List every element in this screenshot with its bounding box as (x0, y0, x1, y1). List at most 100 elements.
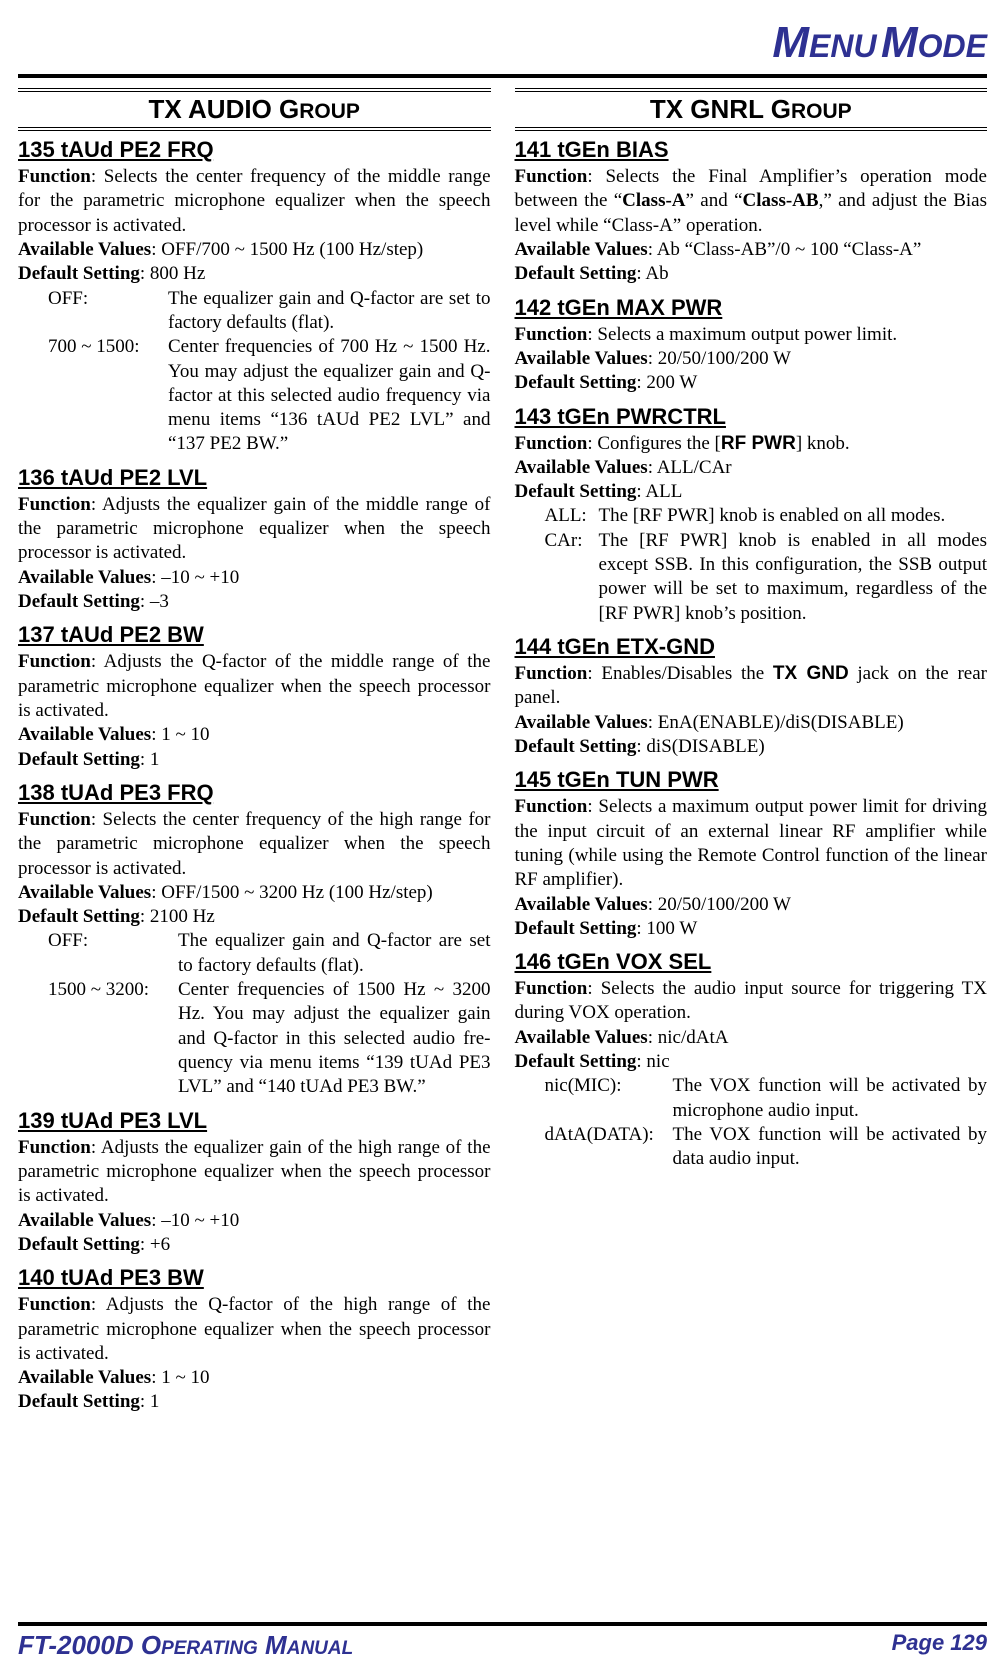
menu-item: 143 tGEn PWRCTRLFunction: Configures the… (515, 404, 988, 627)
menu-item-line: Default Setting: 2100 Hz (18, 905, 491, 929)
menu-item-title: 143 tGEn PWRCTRL (515, 404, 988, 430)
definition-list: ALL:The [RF PWR] knob is enabled on all … (515, 504, 988, 626)
menu-item-title: 137 tAUd PE2 BW (18, 622, 491, 648)
menu-item: 138 tUAd PE3 FRQFunction: Selects the ce… (18, 780, 491, 1100)
menu-item-title: 139 tUAd PE3 LVL (18, 1108, 491, 1134)
header-rest2: ODE (918, 28, 987, 64)
menu-item-line: Available Values: EnA(ENABLE)/diS(DISABL… (515, 711, 988, 735)
definition-desc: The equalizer gain and Q-factor are set … (168, 287, 491, 336)
group-title: TX GNRL GROUP (515, 88, 988, 131)
menu-item-line: Function: Selects the center frequency o… (18, 808, 491, 881)
menu-item-line: Function: Configures the [RF PWR] knob. (515, 432, 988, 456)
definition-list: OFF:The equalizer gain and Q-factor are … (18, 929, 491, 1099)
menu-item-line: Available Values: 1 ~ 10 (18, 723, 491, 747)
menu-item-line: Default Setting: 100 W (515, 917, 988, 941)
definition-row: CAr:The [RF PWR] knob is enabled in all … (545, 529, 988, 626)
definition-row: 1500 ~ 3200:Center frequencies of 1500 H… (48, 978, 491, 1100)
menu-item-line: Available Values: 1 ~ 10 (18, 1366, 491, 1390)
page-footer: FT-2000D OPERATING MANUAL Page 129 (18, 1622, 987, 1661)
menu-item-line: Default Setting: nic (515, 1050, 988, 1074)
definition-desc: The VOX function will be activated by da… (673, 1123, 988, 1172)
menu-item-line: Function: Adjusts the equalizer gain of … (18, 493, 491, 566)
menu-item-line: Default Setting: 1 (18, 748, 491, 772)
definition-list: nic(MIC):The VOX function will be activa… (515, 1074, 988, 1171)
menu-item: 136 tAUd PE2 LVLFunction: Adjusts the eq… (18, 465, 491, 615)
menu-item: 140 tUAd PE3 BWFunction: Adjusts the Q-f… (18, 1265, 491, 1415)
menu-item-line: Available Values: OFF/700 ~ 1500 Hz (100… (18, 238, 491, 262)
menu-item-title: 141 tGEn BIAS (515, 137, 988, 163)
menu-item-line: Default Setting: 200 W (515, 371, 988, 395)
menu-item-line: Function: Selects a maximum output power… (515, 323, 988, 347)
definition-term: dAtA(DATA): (545, 1123, 673, 1172)
menu-item-line: Function: Enables/Disables the TX GND ja… (515, 662, 988, 711)
definition-term: OFF: (48, 287, 168, 336)
menu-item: 141 tGEn BIASFunction: Selects the Final… (515, 137, 988, 287)
menu-item-title: 136 tAUd PE2 LVL (18, 465, 491, 491)
header-cap2: M (881, 18, 918, 67)
header-rule (18, 74, 987, 78)
right-column: TX GNRL GROUP141 tGEn BIASFunction: Sele… (515, 88, 988, 1423)
menu-item: 135 tAUd PE2 FRQFunction: Selects the ce… (18, 137, 491, 457)
definition-desc: The equalizer gain and Q-factor are set … (178, 929, 491, 978)
menu-item-line: Default Setting: 800 Hz (18, 262, 491, 286)
menu-item: 145 tGEn TUN PWRFunction: Selects a maxi… (515, 767, 988, 941)
menu-item: 146 tGEn VOX SELFunction: Selects the au… (515, 949, 988, 1172)
menu-item: 142 tGEn MAX PWRFunction: Selects a maxi… (515, 295, 988, 396)
menu-item-title: 144 tGEn ETX-GND (515, 634, 988, 660)
page-header: MENU MODE (18, 18, 987, 68)
menu-item-line: Function: Selects the audio input source… (515, 977, 988, 1026)
menu-item-line: Available Values: 20/50/100/200 W (515, 893, 988, 917)
definition-row: 700 ~ 1500:Center frequencies of 700 Hz … (48, 335, 491, 457)
menu-item-line: Available Values: ALL/CAr (515, 456, 988, 480)
definition-row: ALL:The [RF PWR] knob is enabled on all … (545, 504, 988, 528)
menu-item-line: Function: Selects a maximum output power… (515, 795, 988, 892)
menu-item-line: Default Setting: ALL (515, 480, 988, 504)
definition-desc: The VOX function will be activated by mi… (673, 1074, 988, 1123)
menu-item-title: 145 tGEn TUN PWR (515, 767, 988, 793)
menu-item-line: Available Values: 20/50/100/200 W (515, 347, 988, 371)
menu-item-line: Default Setting: diS(DISABLE) (515, 735, 988, 759)
menu-item-title: 135 tAUd PE2 FRQ (18, 137, 491, 163)
definition-row: dAtA(DATA):The VOX function will be acti… (545, 1123, 988, 1172)
definition-term: 1500 ~ 3200: (48, 978, 178, 1100)
menu-item-title: 140 tUAd PE3 BW (18, 1265, 491, 1291)
menu-item: 137 tAUd PE2 BWFunction: Adjusts the Q-f… (18, 622, 491, 772)
menu-item-line: Available Values: –10 ~ +10 (18, 1209, 491, 1233)
definition-term: OFF: (48, 929, 178, 978)
menu-item-line: Default Setting: 1 (18, 1390, 491, 1414)
definition-term: nic(MIC): (545, 1074, 673, 1123)
menu-item-title: 138 tUAd PE3 FRQ (18, 780, 491, 806)
menu-item-line: Available Values: OFF/1500 ~ 3200 Hz (10… (18, 881, 491, 905)
menu-item-line: Default Setting: –3 (18, 590, 491, 614)
menu-item-title: 146 tGEn VOX SEL (515, 949, 988, 975)
menu-item-title: 142 tGEn MAX PWR (515, 295, 988, 321)
menu-item-line: Available Values: –10 ~ +10 (18, 566, 491, 590)
definition-desc: Center frequencies of 1500 Hz ~ 3200 Hz.… (178, 978, 491, 1100)
definition-desc: The [RF PWR] knob is enabled in all mode… (599, 529, 988, 626)
menu-item-line: Function: Adjusts the equalizer gain of … (18, 1136, 491, 1209)
definition-desc: The [RF PWR] knob is enabled on all mode… (599, 504, 988, 528)
menu-item-line: Function: Adjusts the Q-factor of the hi… (18, 1293, 491, 1366)
definition-term: ALL: (545, 504, 599, 528)
menu-item-line: Function: Adjusts the Q-factor of the mi… (18, 650, 491, 723)
content-columns: TX AUDIO GROUP135 tAUd PE2 FRQFunction: … (18, 88, 987, 1423)
footer-rule (18, 1622, 987, 1626)
menu-item: 139 tUAd PE3 LVLFunction: Adjusts the eq… (18, 1108, 491, 1258)
menu-item-line: Default Setting: +6 (18, 1233, 491, 1257)
definition-list: OFF:The equalizer gain and Q-factor are … (18, 287, 491, 457)
left-column: TX AUDIO GROUP135 tAUd PE2 FRQFunction: … (18, 88, 491, 1423)
definition-row: OFF:The equalizer gain and Q-factor are … (48, 287, 491, 336)
definition-term: 700 ~ 1500: (48, 335, 168, 457)
header-rest1: ENU (809, 28, 877, 64)
definition-row: nic(MIC):The VOX function will be activa… (545, 1074, 988, 1123)
menu-item-line: Available Values: nic/dAtA (515, 1026, 988, 1050)
definition-term: CAr: (545, 529, 599, 626)
definition-desc: Center frequencies of 700 Hz ~ 1500 Hz. … (168, 335, 491, 457)
menu-item: 144 tGEn ETX-GNDFunction: Enables/Disabl… (515, 634, 988, 759)
menu-item-line: Available Values: Ab “Class-AB”/0 ~ 100 … (515, 238, 988, 262)
menu-item-line: Default Setting: Ab (515, 262, 988, 286)
footer-page-number: Page 129 (892, 1630, 987, 1661)
definition-row: OFF:The equalizer gain and Q-factor are … (48, 929, 491, 978)
menu-item-line: Function: Selects the Final Amplifier’s … (515, 165, 988, 238)
menu-item-line: Function: Selects the center frequency o… (18, 165, 491, 238)
